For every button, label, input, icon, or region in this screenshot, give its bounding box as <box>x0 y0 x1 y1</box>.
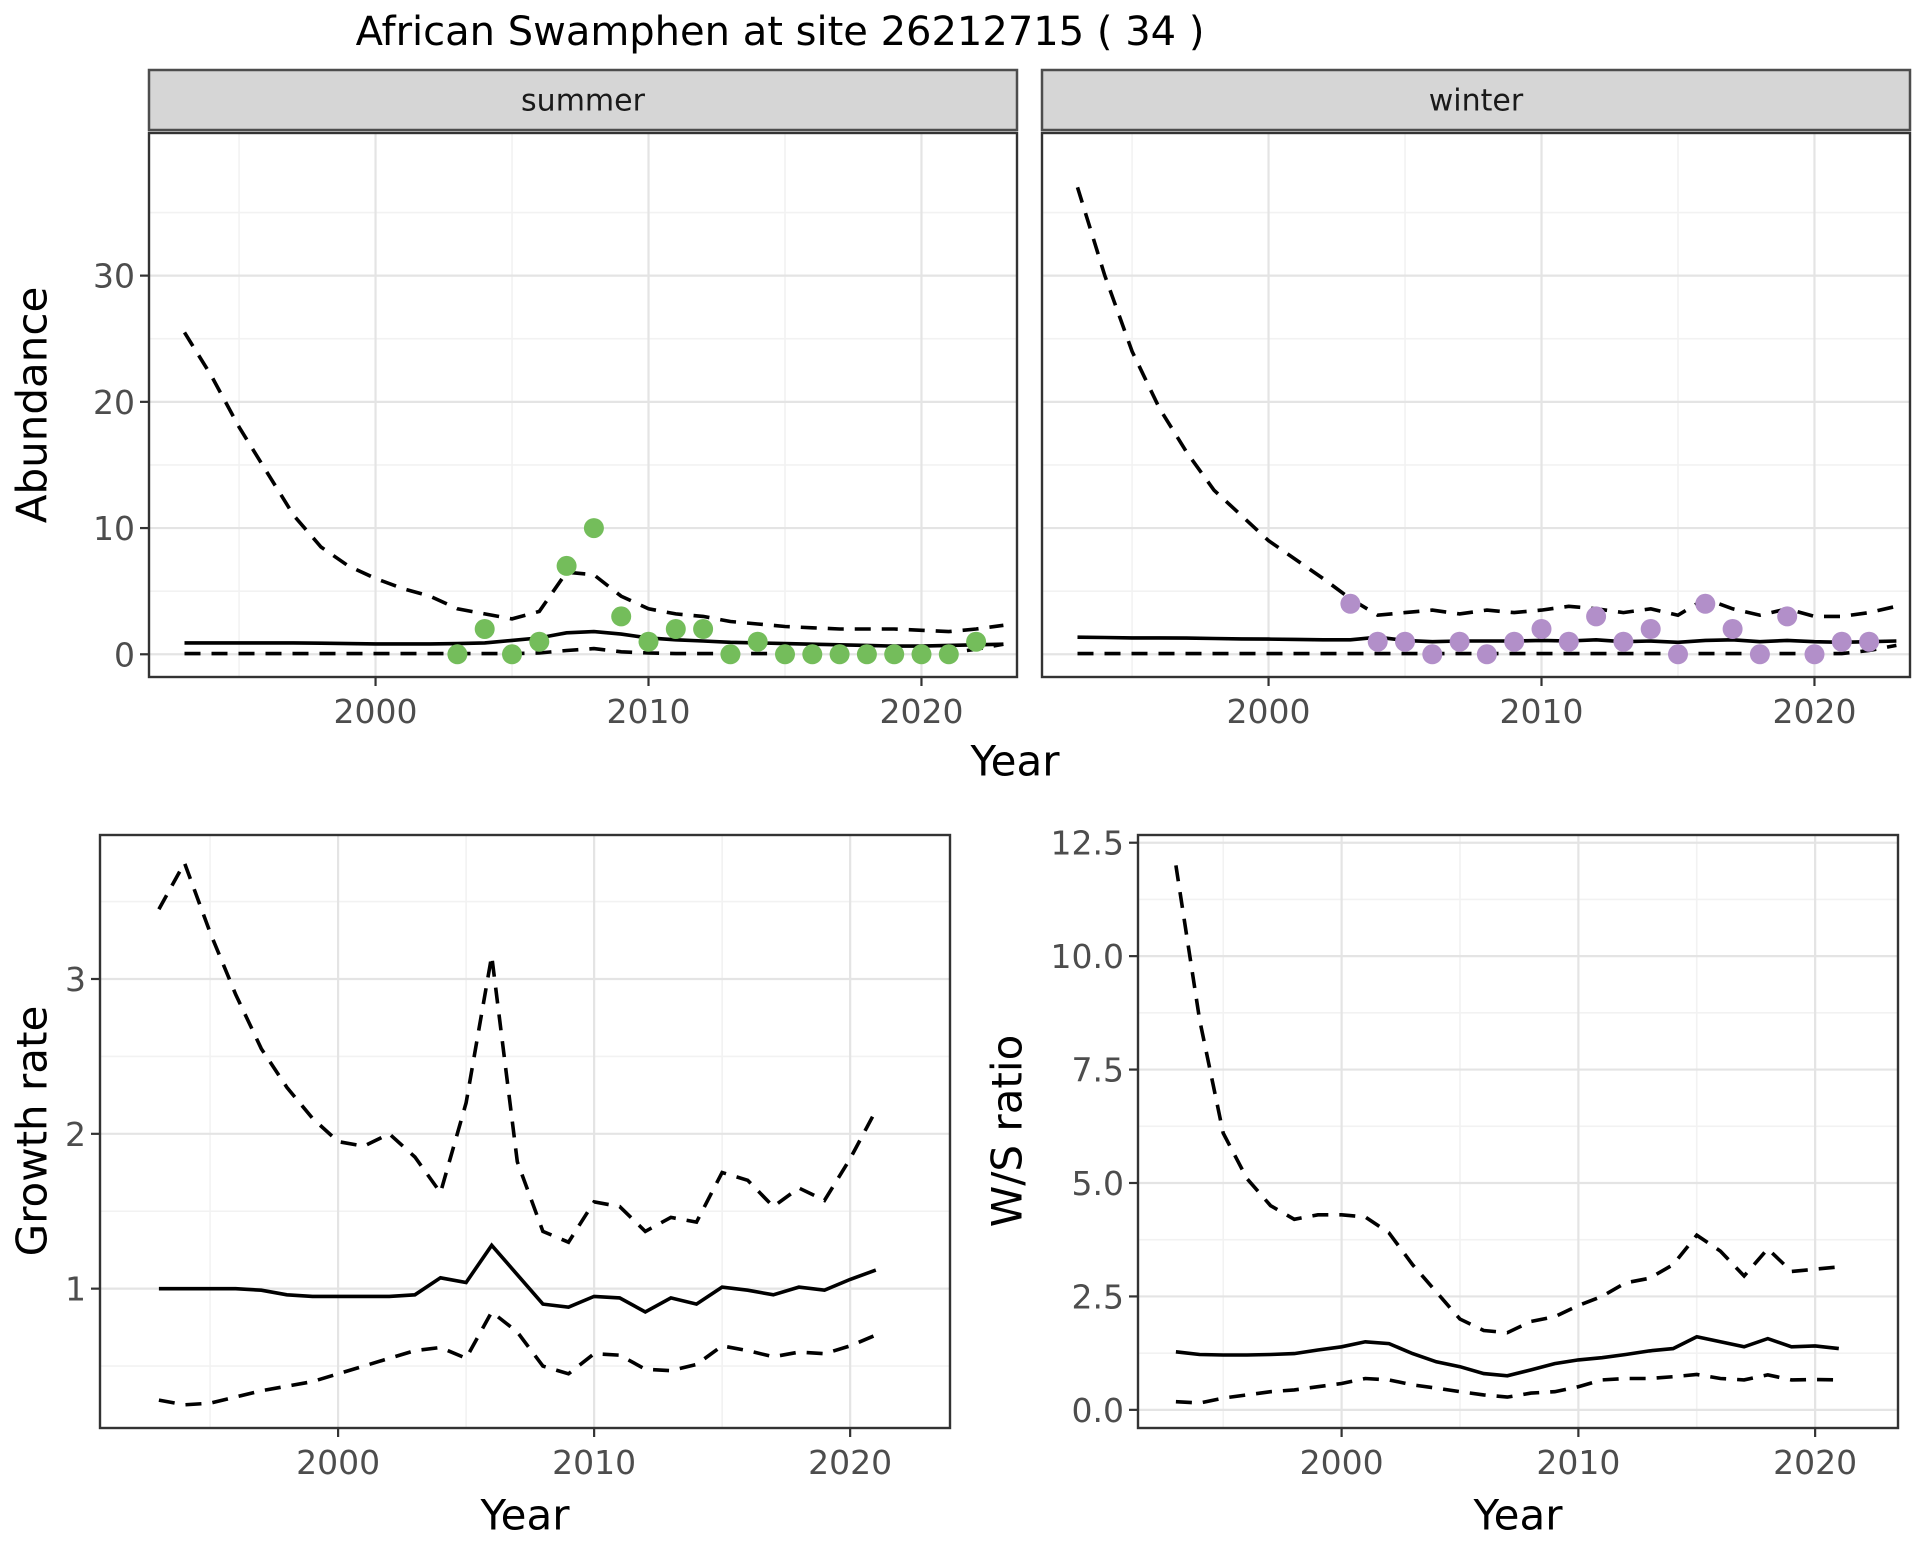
data-point <box>638 631 659 652</box>
x-tick-label: 2010 <box>607 692 691 731</box>
series-median <box>158 1242 877 1314</box>
data-point <box>1722 619 1743 639</box>
facet-strip <box>147 68 1019 132</box>
axis-title-x-ws: Year <box>1473 1490 1563 1540</box>
x-tick-label: 2010 <box>1536 1443 1620 1482</box>
facet-label-summer: summer <box>521 83 645 119</box>
data-point <box>1859 631 1880 652</box>
y-tick-label: 30 <box>93 257 135 296</box>
data-point <box>583 518 604 539</box>
series-upper-ci <box>1075 186 1897 619</box>
series-upper-ci <box>182 331 1004 634</box>
panel-border <box>98 833 952 1430</box>
data-point <box>1613 631 1634 652</box>
x-tick-label: 2020 <box>808 1443 892 1482</box>
series-median <box>1175 1334 1840 1378</box>
data-point <box>1831 631 1852 652</box>
data-point <box>611 606 632 627</box>
data-point <box>1749 644 1770 665</box>
data-point <box>1367 631 1388 652</box>
x-tick-label: 2010 <box>552 1443 636 1482</box>
data-point <box>720 644 741 665</box>
x-tick-label: 2000 <box>334 692 418 731</box>
data-point <box>829 644 850 665</box>
data-point <box>1531 619 1552 639</box>
y-tick-label: 1 <box>65 1270 86 1309</box>
series-upper-ci <box>157 858 878 1245</box>
y-tick-label: 7.5 <box>1072 1051 1124 1090</box>
series-upper-ci <box>1174 865 1839 1335</box>
data-point <box>665 619 686 639</box>
data-point <box>693 619 714 639</box>
figure-title: African Swamphen at site 26212715 ( 34 ) <box>355 9 1205 55</box>
data-point <box>1449 631 1470 652</box>
panel-growth-rate: 2000 2010 2020 1 2 3 <box>65 833 952 1482</box>
y-tick-label: 10.0 <box>1051 937 1124 976</box>
facet-strip <box>1040 68 1912 132</box>
panel-abundance-winter: 2000 2010 2020 <box>1040 68 1912 731</box>
series-median <box>184 629 1004 648</box>
y-tick-label: 10 <box>93 509 135 548</box>
x-tick-label: 2000 <box>1300 1443 1384 1482</box>
panel-border <box>1040 131 1912 679</box>
data-point <box>1558 631 1579 652</box>
data-point <box>529 631 550 652</box>
data-point <box>447 644 468 665</box>
data-point <box>802 644 823 665</box>
data-point <box>1586 606 1607 627</box>
data-point <box>856 644 877 665</box>
x-tick-label: 2020 <box>879 692 963 731</box>
data-point <box>1640 619 1661 639</box>
axis-title-y-ws-ratio: W/S ratio <box>982 1034 1032 1228</box>
panel-ws-ratio: 2000 2010 2020 0.0 2.5 5.0 7.5 10.0 12.5 <box>1051 824 1900 1482</box>
axis-title-x-growth: Year <box>480 1490 570 1540</box>
data-point <box>1395 631 1415 652</box>
facet-label-winter: winter <box>1428 83 1524 119</box>
y-tick-label: 2 <box>65 1115 86 1154</box>
y-tick-label: 5.0 <box>1072 1164 1124 1203</box>
data-point <box>502 644 522 665</box>
y-tick-label: 12.5 <box>1051 824 1124 863</box>
panel-border <box>147 131 1019 679</box>
data-point <box>1777 606 1798 627</box>
data-point <box>775 644 795 665</box>
x-tick-label: 2000 <box>1227 692 1311 731</box>
data-point <box>1340 593 1361 614</box>
data-point <box>556 555 577 576</box>
x-tick-label: 2010 <box>1500 692 1584 731</box>
y-tick-label: 20 <box>93 383 135 422</box>
x-tick-label: 2020 <box>1772 692 1856 731</box>
data-point <box>911 644 932 665</box>
data-point <box>1804 644 1825 665</box>
y-tick-label: 2.5 <box>1072 1277 1124 1316</box>
data-point <box>1476 644 1497 665</box>
data-point <box>474 619 495 639</box>
panel-border <box>1136 833 1900 1430</box>
y-tick-label: 3 <box>65 960 86 999</box>
y-tick-label: 0.0 <box>1072 1391 1124 1430</box>
data-point <box>966 631 987 652</box>
data-point <box>938 644 959 665</box>
axis-title-y-growth-rate: Growth rate <box>7 1005 57 1257</box>
y-tick-label: 0 <box>114 635 135 674</box>
data-point <box>1422 644 1443 665</box>
data-point <box>884 644 905 665</box>
series-median <box>1077 635 1897 645</box>
panel-abundance-summer: 2000 2010 2020 0 10 20 30 <box>93 68 1019 731</box>
x-tick-label: 2020 <box>1773 1443 1857 1482</box>
series-lower-ci <box>158 1309 877 1407</box>
series-lower-ci <box>1175 1372 1839 1405</box>
axis-title-y-abundance: Abundance <box>7 286 57 524</box>
x-tick-label: 2000 <box>296 1443 380 1482</box>
axis-title-x-top: Year <box>970 736 1060 786</box>
data-point <box>1695 593 1716 614</box>
data-point <box>1504 631 1525 652</box>
data-point <box>747 631 768 652</box>
data-point <box>1668 644 1688 665</box>
